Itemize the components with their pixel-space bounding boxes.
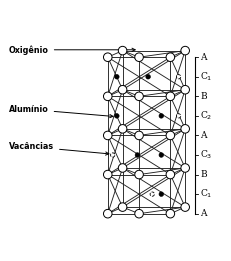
- Circle shape: [134, 53, 143, 62]
- Text: A: A: [199, 209, 206, 218]
- Circle shape: [118, 164, 126, 172]
- Circle shape: [134, 209, 143, 218]
- Circle shape: [165, 92, 174, 100]
- Circle shape: [145, 74, 150, 79]
- Circle shape: [134, 92, 143, 100]
- Circle shape: [165, 53, 174, 62]
- Circle shape: [103, 209, 112, 218]
- Circle shape: [180, 46, 189, 55]
- Circle shape: [180, 164, 189, 172]
- Circle shape: [114, 74, 119, 79]
- Circle shape: [158, 192, 163, 197]
- Circle shape: [158, 153, 163, 157]
- Text: B: B: [199, 92, 206, 101]
- Circle shape: [134, 153, 139, 157]
- Text: C$_1$: C$_1$: [199, 70, 212, 83]
- Circle shape: [180, 85, 189, 94]
- Circle shape: [134, 131, 143, 140]
- Text: Alumínio: Alumínio: [9, 105, 112, 118]
- Circle shape: [103, 92, 112, 100]
- Circle shape: [134, 170, 143, 179]
- Circle shape: [118, 124, 126, 133]
- Circle shape: [165, 170, 174, 179]
- Circle shape: [118, 85, 126, 94]
- Text: Oxigênio: Oxigênio: [9, 45, 135, 55]
- Text: Vacâncias: Vacâncias: [9, 142, 108, 155]
- Circle shape: [103, 53, 112, 62]
- Circle shape: [180, 203, 189, 211]
- Circle shape: [180, 124, 189, 133]
- Text: C$_3$: C$_3$: [199, 149, 212, 161]
- Circle shape: [176, 114, 180, 118]
- Circle shape: [149, 192, 154, 196]
- Text: A: A: [199, 131, 206, 140]
- Circle shape: [176, 75, 180, 79]
- Circle shape: [165, 209, 174, 218]
- Circle shape: [103, 170, 112, 179]
- Circle shape: [165, 131, 174, 140]
- Text: C$_2$: C$_2$: [199, 110, 211, 122]
- Circle shape: [114, 114, 119, 118]
- Text: A: A: [199, 53, 206, 62]
- Text: B: B: [199, 170, 206, 179]
- Circle shape: [103, 131, 112, 140]
- Circle shape: [110, 153, 114, 157]
- Circle shape: [158, 114, 163, 118]
- Circle shape: [118, 203, 126, 211]
- Text: C$_1$: C$_1$: [199, 188, 212, 200]
- Circle shape: [118, 46, 126, 55]
